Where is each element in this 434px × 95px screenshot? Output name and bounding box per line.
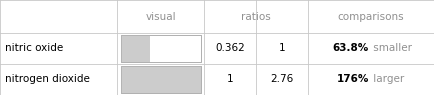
Bar	[121, 35, 201, 62]
Text: smaller: smaller	[370, 43, 412, 53]
Text: 0.362: 0.362	[215, 43, 245, 53]
Bar	[121, 66, 201, 93]
Bar	[121, 66, 201, 93]
Text: 1: 1	[279, 43, 286, 53]
Text: 2.76: 2.76	[270, 74, 294, 84]
Text: 176%: 176%	[336, 74, 369, 84]
Text: 1: 1	[227, 74, 233, 84]
Bar	[121, 35, 150, 62]
Text: ratios: ratios	[241, 12, 271, 22]
Text: nitrogen dioxide: nitrogen dioxide	[5, 74, 90, 84]
Text: visual: visual	[145, 12, 176, 22]
Text: nitric oxide: nitric oxide	[5, 43, 63, 53]
Text: 63.8%: 63.8%	[332, 43, 369, 53]
Text: larger: larger	[370, 74, 404, 84]
Bar	[121, 35, 201, 62]
Bar	[121, 66, 201, 93]
Text: comparisons: comparisons	[338, 12, 404, 22]
